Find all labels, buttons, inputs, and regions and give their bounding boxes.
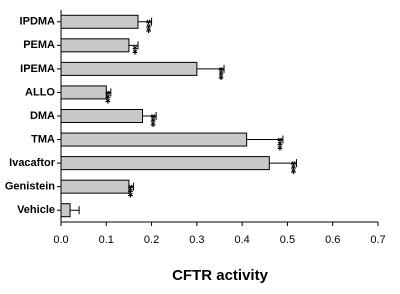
bar xyxy=(60,179,130,194)
x-axis-label: CFTR activity xyxy=(172,267,269,284)
bar xyxy=(60,156,270,171)
error-bar xyxy=(128,182,134,191)
significance: *** xyxy=(218,60,224,83)
error-bar xyxy=(269,159,297,168)
y-tick-label: DMA xyxy=(30,110,55,122)
error-bar xyxy=(128,41,139,50)
error-bar xyxy=(137,17,153,26)
x-tick-label: 0.3 xyxy=(189,234,204,246)
significance: *** xyxy=(150,107,156,130)
error-bar xyxy=(106,88,112,97)
error-bar xyxy=(246,135,284,144)
bar xyxy=(60,14,139,29)
error-bar xyxy=(70,206,80,215)
bar xyxy=(60,132,248,147)
bar xyxy=(60,38,130,53)
x-tick-label: 0.7 xyxy=(370,234,385,246)
y-tick-label: Vehicle xyxy=(17,204,55,216)
y-tick-label: PEMA xyxy=(23,39,55,51)
y-tick-label: IPEMA xyxy=(20,63,55,75)
x-tick-label: 0.4 xyxy=(234,234,249,246)
error-bar xyxy=(142,112,157,120)
x-tick-label: 0.6 xyxy=(325,234,340,246)
significance: *** xyxy=(104,83,110,106)
bar xyxy=(60,85,107,100)
significance: *** xyxy=(145,13,151,36)
significance: *** xyxy=(290,154,296,177)
y-tick-label: ALLO xyxy=(25,86,55,98)
bar xyxy=(60,109,144,123)
x-tick-label: 0.5 xyxy=(280,234,295,246)
x-tick-label: 0.2 xyxy=(144,234,159,246)
bar xyxy=(60,203,71,218)
y-tick-label: Ivacaftor xyxy=(9,157,56,169)
significance: *** xyxy=(276,130,282,153)
bar xyxy=(60,61,198,76)
significance: ** xyxy=(132,38,138,57)
error-bar xyxy=(196,64,225,73)
x-tick-label: 0.0 xyxy=(53,234,68,246)
y-tick-label: Genistein xyxy=(5,181,55,193)
y-tick-label: IPDMA xyxy=(20,16,56,28)
x-tick-label: 0.1 xyxy=(99,234,114,246)
significance: *** xyxy=(127,178,133,201)
y-tick-label: TMA xyxy=(31,133,55,145)
